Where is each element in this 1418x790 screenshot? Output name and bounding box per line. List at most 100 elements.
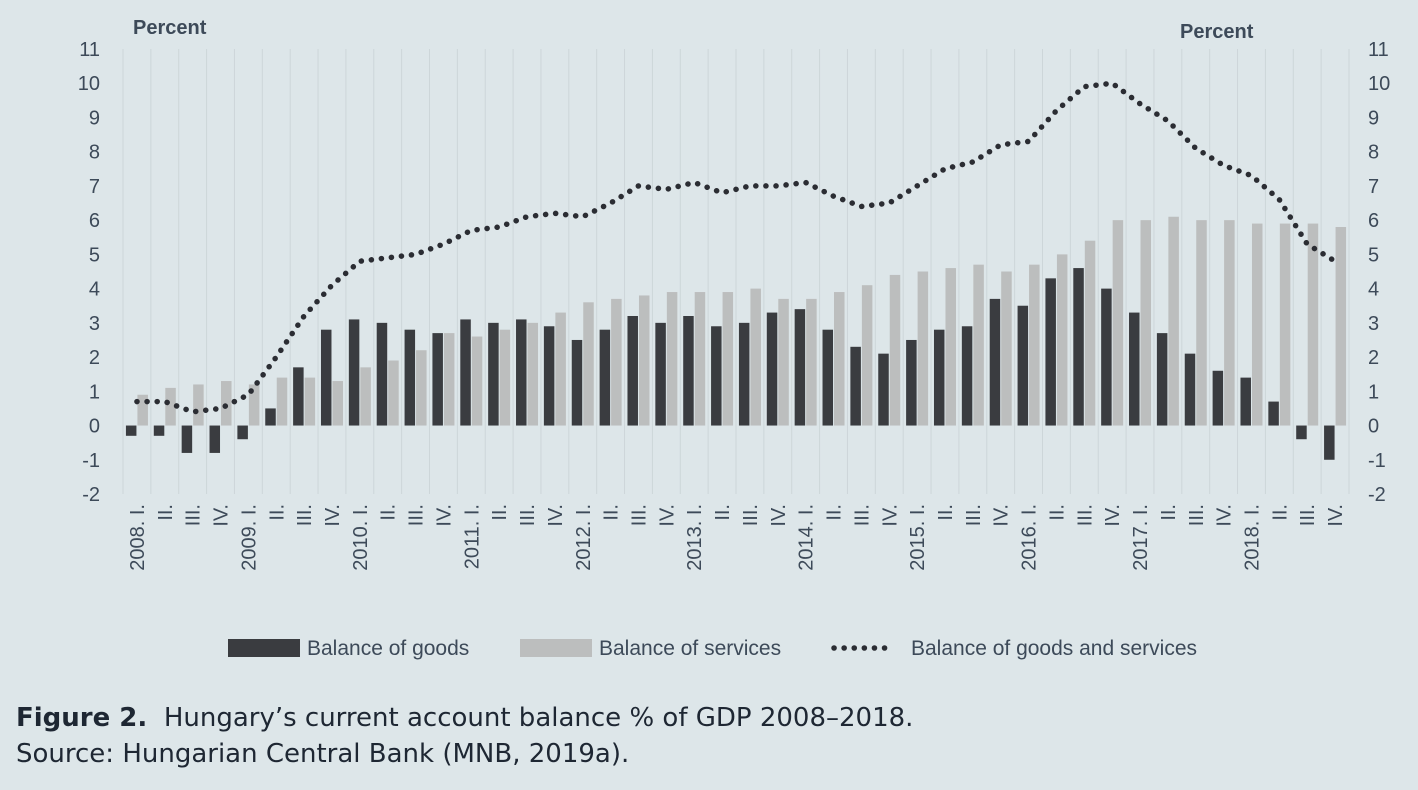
goods-and-services-line	[134, 80, 1338, 415]
category-label: II.	[378, 504, 400, 521]
category-label: IV.	[656, 504, 678, 527]
category-label: III.	[294, 504, 316, 526]
goods-bar	[320, 329, 332, 426]
left-tick-label: 7	[89, 176, 100, 198]
services-bar	[973, 264, 984, 426]
services-bar	[1168, 216, 1179, 426]
goods-bar	[738, 322, 750, 426]
right-axis-title: Percent	[1180, 21, 1254, 43]
goods-bar	[1268, 401, 1279, 426]
category-label: II.	[824, 504, 846, 521]
left-axis-title: Percent	[133, 17, 207, 39]
left-tick-label: 8	[89, 142, 100, 164]
category-label: III.	[517, 504, 539, 526]
services-bar	[1251, 223, 1263, 426]
goods-bar	[237, 425, 248, 440]
category-label: II.	[935, 504, 957, 521]
services-bar	[360, 367, 371, 426]
figure-source: Source: Hungarian Central Bank (MNB, 201…	[16, 739, 630, 769]
category-label: II.	[1158, 504, 1180, 521]
right-tick-label: 0	[1368, 416, 1379, 438]
left-tick-label: 2	[89, 347, 100, 369]
goods-bar	[878, 353, 889, 426]
category-label: III.	[1186, 504, 1208, 526]
legend-label-services: Balance of services	[599, 637, 781, 660]
category-label: 2011. I.	[461, 504, 483, 569]
goods-bar	[1045, 278, 1056, 426]
goods-bar	[599, 329, 611, 426]
goods-bar	[1156, 333, 1168, 426]
goods-bar	[961, 326, 973, 426]
services-bar	[945, 268, 956, 426]
category-label: 2010. I.	[350, 504, 372, 571]
goods-bar	[822, 329, 834, 426]
left-tick-label: 1	[89, 381, 100, 403]
services-bar	[1029, 264, 1040, 426]
services-bar	[1056, 254, 1068, 426]
right-tick-label: 4	[1368, 279, 1379, 301]
category-label: III.	[406, 504, 428, 526]
goods-bar	[906, 339, 917, 426]
right-tick-label: 10	[1368, 73, 1390, 95]
services-bar	[638, 295, 650, 426]
right-tick-label: 2	[1368, 347, 1379, 369]
goods-bar	[989, 298, 1001, 426]
services-bar	[1335, 227, 1347, 426]
services-bar	[917, 271, 929, 426]
goods-bar	[293, 367, 304, 426]
category-label: III.	[1297, 504, 1319, 526]
goods-bar	[571, 339, 583, 426]
category-label: II.	[1046, 504, 1068, 521]
right-tick-label: 7	[1368, 176, 1379, 198]
services-bar	[1001, 271, 1012, 426]
services-bar	[889, 274, 901, 426]
category-label: II.	[1269, 504, 1291, 521]
right-tick-label: 6	[1368, 210, 1379, 232]
right-tick-label: -1	[1368, 450, 1386, 472]
right-tick-label: 1	[1368, 381, 1379, 403]
goods-bar	[153, 425, 165, 436]
goods-bar	[1073, 268, 1084, 426]
category-label: 2015. I.	[907, 504, 929, 571]
services-bar	[304, 377, 316, 426]
left-tick-label: 9	[89, 107, 100, 129]
category-label: IV.	[991, 504, 1013, 527]
caption-title-line: Figure 2. Hungary’s current account bala…	[16, 700, 913, 736]
left-tick-label: 6	[89, 210, 100, 232]
left-tick-label: 5	[89, 244, 100, 266]
goods-bar	[348, 319, 360, 426]
services-bar	[1307, 223, 1319, 426]
right-tick-label: 5	[1368, 244, 1379, 266]
services-bar	[527, 322, 539, 426]
right-tick-label: 9	[1368, 107, 1379, 129]
goods-bar	[1017, 305, 1029, 426]
category-label: IV.	[879, 504, 901, 527]
services-bar	[778, 298, 789, 426]
goods-bar	[516, 319, 527, 426]
goods-bar	[1324, 425, 1335, 460]
services-bar	[694, 292, 706, 426]
left-tick-label: 11	[79, 39, 100, 61]
services-bar	[137, 394, 148, 426]
category-label: 2008. I.	[127, 504, 149, 571]
category-label: IV.	[1102, 504, 1124, 527]
left-tick-label: -1	[82, 450, 100, 472]
services-bar	[666, 292, 678, 426]
services-bar	[722, 292, 734, 426]
goods-bar	[265, 408, 276, 426]
category-label: III.	[851, 504, 873, 526]
goods-bar	[1296, 425, 1307, 440]
services-bar	[248, 384, 260, 426]
services-bar	[1112, 220, 1124, 426]
category-label: IV.	[1325, 504, 1347, 527]
goods-bar	[655, 322, 666, 426]
legend-label-goods: Balance of goods	[307, 637, 469, 660]
goods-bar	[432, 333, 443, 426]
figure-label: Figure 2.	[16, 703, 148, 733]
category-label: IV.	[322, 504, 344, 527]
goods-bar	[460, 319, 471, 426]
goods-bar	[766, 312, 778, 426]
services-bar	[388, 360, 399, 426]
category-label: III.	[1074, 504, 1096, 526]
